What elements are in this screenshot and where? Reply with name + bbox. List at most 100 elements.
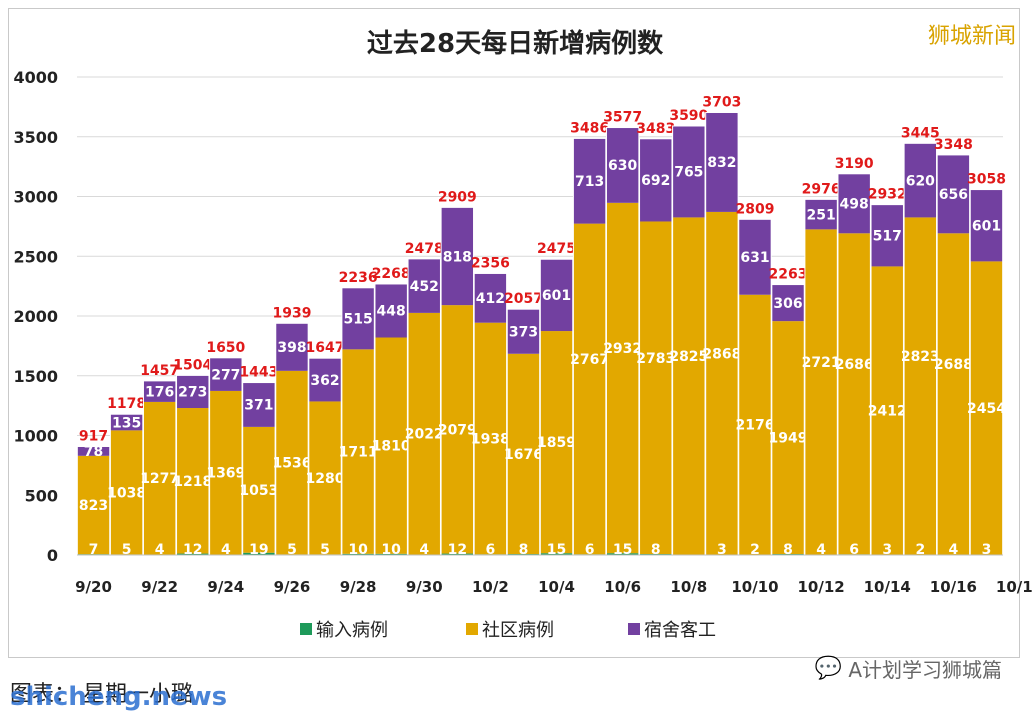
data-label-community: 1536: [272, 456, 311, 472]
bar-community: [738, 294, 772, 555]
y-axis: 0 500 1000 1500 2000 2500 3000 3500 4000: [13, 68, 58, 565]
data-label-dorm: 692: [641, 173, 670, 189]
bar-community: [341, 349, 375, 554]
data-label-imported: 4: [155, 542, 165, 558]
data-label-community: 1859: [537, 435, 576, 451]
source-watermark-text: A计划学习狮城篇: [848, 658, 1002, 682]
y-tick-label: 1000: [13, 427, 58, 446]
bar-dorm: [242, 382, 276, 427]
bar-dorm: [77, 446, 110, 456]
site-watermark: shicheng.news: [10, 682, 228, 712]
bar-community: [904, 217, 937, 555]
bar-imported: [540, 553, 573, 555]
bar-community: [606, 202, 639, 554]
data-label-community: 1053: [239, 483, 278, 499]
data-label-dorm: 620: [906, 173, 935, 189]
legend-swatch: [300, 623, 312, 635]
data-label-community: 2079: [438, 422, 477, 438]
data-label-community: 2823: [901, 349, 940, 365]
bar-community: [374, 337, 408, 554]
x-tick-label: 10/16: [930, 578, 977, 596]
data-label-dorm: 498: [840, 197, 869, 213]
data-label-imported: 10: [348, 542, 368, 558]
x-tick-label: 9/28: [340, 578, 377, 596]
data-label-community: 1949: [769, 431, 808, 447]
data-label-imported: 5: [122, 542, 132, 558]
data-label-community: 2825: [669, 349, 708, 365]
data-label-dorm: 362: [310, 373, 339, 389]
x-tick-label: 10/8: [670, 578, 707, 596]
bar-imported: [441, 553, 474, 555]
data-label-dorm: 251: [806, 207, 835, 223]
bar-dorm: [738, 219, 772, 295]
bar-community: [474, 322, 507, 555]
bar-stacks: 7823789175103813511784127717614571212182…: [76, 94, 1006, 558]
data-label-community: 1038: [107, 485, 146, 501]
bar-community: [275, 370, 309, 555]
bar-community: [176, 408, 209, 554]
bar-dorm: [507, 309, 540, 354]
data-label-dorm: 515: [343, 312, 372, 328]
data-label-community: 1810: [372, 439, 411, 455]
data-label-imported: 6: [849, 542, 859, 558]
bar-community: [441, 305, 474, 554]
data-label-total: 3348: [934, 137, 973, 153]
data-label-imported: 12: [183, 542, 202, 558]
data-label-total: 3058: [967, 172, 1006, 188]
data-label-community: 2412: [868, 404, 907, 420]
y-tick-label: 3000: [13, 188, 58, 207]
bar-community: [242, 426, 276, 553]
brand-watermark: 狮城新闻: [927, 24, 1016, 49]
data-label-imported: 19: [249, 542, 268, 558]
data-label-total: 2932: [868, 187, 907, 203]
bar-dorm: [705, 112, 739, 212]
data-label-community: 2783: [636, 351, 675, 367]
data-label-dorm: 713: [575, 174, 604, 190]
data-label-imported: 15: [547, 542, 566, 558]
data-label-community: 2022: [405, 427, 444, 443]
bar-dorm: [639, 138, 672, 222]
bar-dorm: [970, 189, 1003, 262]
data-label-imported: 5: [287, 542, 297, 558]
bar-community: [804, 229, 838, 555]
y-tick-label: 2000: [13, 307, 58, 326]
data-label-community: 1938: [471, 431, 510, 447]
data-label-total: 3190: [835, 156, 874, 172]
bar-dorm: [474, 273, 507, 323]
data-label-total: 1939: [272, 305, 311, 321]
data-label-dorm: 371: [244, 398, 273, 414]
x-tick-label: 9/26: [274, 578, 311, 596]
data-label-total: 2478: [405, 241, 444, 257]
data-label-imported: 8: [783, 542, 793, 558]
x-tick-label: 10/10: [731, 578, 778, 596]
legend-swatch: [466, 623, 478, 635]
x-tick-label: 9/20: [75, 578, 112, 596]
data-label-total: 2057: [504, 291, 543, 307]
data-label-community: 2454: [967, 401, 1006, 417]
data-label-total: 1650: [206, 340, 245, 356]
data-label-total: 1443: [239, 365, 278, 381]
data-label-dorm: 601: [542, 288, 571, 304]
bar-imported: [606, 553, 639, 555]
bar-community: [837, 233, 871, 555]
bar-dorm: [110, 414, 143, 431]
source-watermark: 💬 A计划学习狮城篇: [815, 654, 1002, 683]
data-label-imported: 8: [519, 542, 529, 558]
data-label-total: 3703: [702, 94, 741, 110]
y-tick-label: 2500: [13, 247, 58, 266]
data-label-total: 3483: [636, 121, 675, 137]
bar-imported: [374, 553, 408, 555]
bar-community: [77, 455, 110, 555]
bar-community: [672, 217, 706, 555]
data-label-total: 2263: [769, 267, 808, 283]
x-tick-label: 10/2: [472, 578, 509, 596]
data-label-community: 2686: [835, 357, 874, 373]
legend-label: 社区病例: [482, 620, 554, 641]
x-tick-label: 10/18: [996, 578, 1032, 596]
data-label-dorm: 176: [145, 384, 174, 400]
bar-dorm: [573, 138, 606, 224]
data-label-total: 3590: [669, 108, 708, 124]
data-label-imported: 3: [882, 542, 892, 558]
x-tick-label: 9/24: [207, 578, 244, 596]
